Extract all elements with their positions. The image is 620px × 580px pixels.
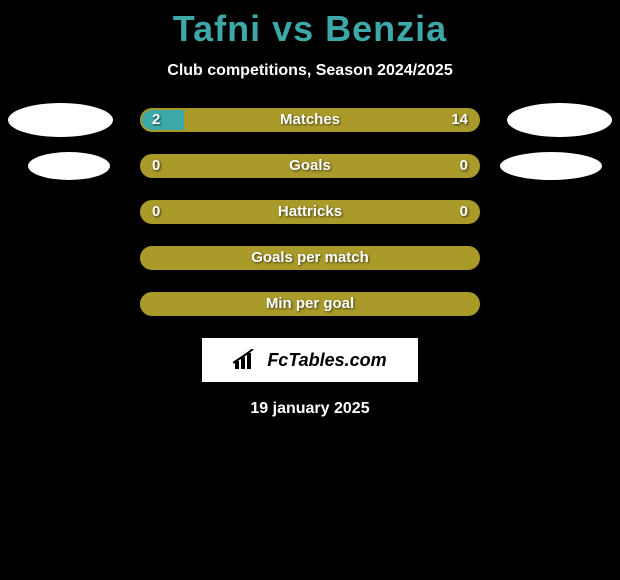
label-goals: Goals — [142, 156, 478, 176]
stat-row-hattricks: 0 Hattricks 0 — [0, 200, 620, 224]
bar-mpg: Min per goal — [140, 292, 480, 316]
footer-logo-text: FcTables.com — [267, 350, 386, 371]
label-hattricks: Hattricks — [142, 202, 478, 222]
footer-date: 19 january 2025 — [0, 400, 620, 418]
avatar-left-goals — [28, 152, 110, 180]
bar-gpm: Goals per match — [140, 246, 480, 270]
page-subtitle: Club competitions, Season 2024/2025 — [0, 62, 620, 80]
chart-icon — [233, 349, 261, 371]
footer-logo: FcTables.com — [202, 338, 418, 382]
label-matches: Matches — [142, 110, 478, 130]
value-right-hattricks: 0 — [460, 202, 468, 222]
avatar-left-matches — [8, 103, 113, 137]
avatar-right-goals — [500, 152, 602, 180]
label-mpg: Min per goal — [142, 294, 478, 314]
stat-row-gpm: Goals per match — [0, 246, 620, 270]
stat-row-matches: 2 Matches 14 — [0, 108, 620, 132]
value-right-goals: 0 — [460, 156, 468, 176]
page-title: Tafni vs Benzia — [0, 0, 620, 50]
stat-row-mpg: Min per goal — [0, 292, 620, 316]
value-right-matches: 14 — [451, 110, 468, 130]
label-gpm: Goals per match — [142, 248, 478, 268]
bar-goals: 0 Goals 0 — [140, 154, 480, 178]
bar-matches: 2 Matches 14 — [140, 108, 480, 132]
avatar-right-matches — [507, 103, 612, 137]
stat-row-goals: 0 Goals 0 — [0, 154, 620, 178]
bar-hattricks: 0 Hattricks 0 — [140, 200, 480, 224]
stats-area: 2 Matches 14 0 Goals 0 0 Hattricks 0 Goa… — [0, 108, 620, 316]
